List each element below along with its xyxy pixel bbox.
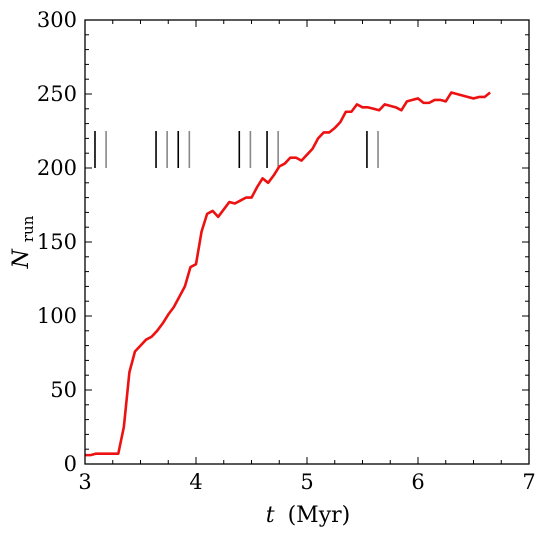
y-tick-label: 200 (37, 156, 77, 180)
x-tick-label: 7 (522, 470, 535, 494)
x-tick-label: 5 (300, 470, 313, 494)
y-tick-label: 100 (37, 304, 77, 328)
x-axis-var: t (266, 503, 275, 528)
x-axis-title: t (Myr) (266, 503, 350, 528)
y-tick-label: 150 (37, 230, 77, 254)
y-tick-label: 250 (37, 82, 77, 106)
y-axis-title: N run (9, 215, 37, 269)
x-tick-label: 4 (189, 470, 202, 494)
axis-ticks: 3 4 5 6 7 0 50 100 150 200 250 300 (37, 8, 536, 494)
marker-lines (94, 131, 379, 168)
y-tick-label: 50 (50, 378, 77, 402)
svg-text:N run: N run (9, 215, 37, 269)
svg-text:t (Myr): t (Myr) (266, 503, 350, 528)
x-tick-label: 6 (411, 470, 424, 494)
plot-frame (84, 19, 530, 465)
y-tick-label: 0 (64, 452, 77, 476)
x-axis-unit: (Myr) (288, 503, 351, 528)
y-axis-var: N (9, 248, 34, 269)
plot-area: 3 4 5 6 7 0 50 100 150 200 250 300 (37, 8, 536, 494)
series-line (85, 91, 491, 457)
x-tick-label: 3 (78, 470, 91, 494)
y-tick-label: 300 (37, 8, 77, 32)
y-axis-sub: run (19, 215, 37, 242)
